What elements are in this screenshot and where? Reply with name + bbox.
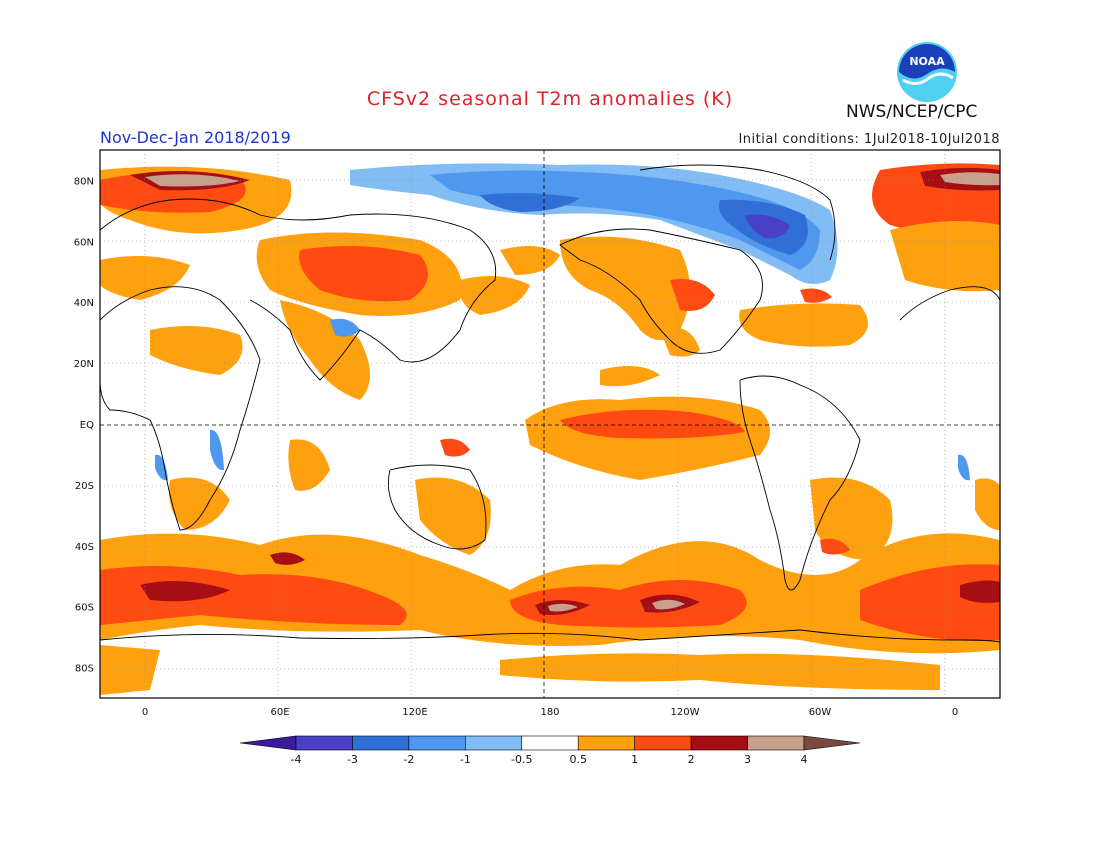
colorbar-max-arrow (803, 735, 861, 751)
lat-tick-label: 80S (75, 664, 94, 675)
lat-tick-label: 40S (75, 542, 94, 553)
noaa-logo-icon: NOAA (897, 42, 957, 102)
colorbar-label: -3 (347, 753, 358, 766)
colorbar: -4 -3 -2 -1 -0.5 0.5 1 2 3 4 (239, 735, 861, 766)
colorbar-label: 0.5 (569, 753, 587, 766)
colorbar-min-arrow (239, 735, 297, 751)
lat-tick-label: 20S (75, 481, 94, 492)
colorbar-swatch (690, 735, 748, 751)
lat-tick-label: EQ (80, 420, 94, 431)
lon-tick-label: 0 (952, 707, 958, 718)
latitude-ticks: 80N 60N 40N 20N EQ 20S 40S 60S 80S (74, 176, 94, 674)
lon-tick-label: 180 (540, 707, 559, 718)
lon-tick-label: 120E (402, 707, 427, 718)
colorbar-label: 4 (801, 753, 808, 766)
colorbar-swatch (465, 735, 523, 751)
colorbar-label: -4 (291, 753, 302, 766)
colorbar-swatch (577, 735, 635, 751)
lon-tick-label: 60E (270, 707, 289, 718)
lat-tick-label: 80N (74, 176, 94, 187)
noaa-logo-text: NOAA (909, 55, 945, 68)
season-label: Nov-Dec-Jan 2018/2019 (100, 128, 291, 147)
lon-tick-label: 0 (142, 707, 148, 718)
lon-tick-label: 120W (671, 707, 700, 718)
colorbar-label: 3 (744, 753, 751, 766)
colorbar-label: 2 (688, 753, 695, 766)
lat-tick-label: 40N (74, 298, 94, 309)
colorbar-label: 1 (631, 753, 638, 766)
grid-lines (100, 150, 1000, 698)
lat-tick-label: 20N (74, 359, 94, 370)
colorbar-swatch (408, 735, 466, 751)
initial-conditions-label: Initial conditions: 1Jul2018-10Jul2018 (738, 132, 1000, 147)
coastlines (100, 164, 1000, 643)
colorbar-swatch (352, 735, 410, 751)
colorbar-swatch (634, 735, 692, 751)
colorbar-label: -1 (460, 753, 471, 766)
colorbar-swatch (295, 735, 353, 751)
lat-tick-label: 60N (74, 237, 94, 248)
anomaly-field (100, 150, 1000, 698)
colorbar-swatch (747, 735, 805, 751)
map-frame (99, 149, 1001, 699)
colorbar-label: -0.5 (511, 753, 532, 766)
colorbar-label: -2 (403, 753, 414, 766)
map-title: CFSv2 seasonal T2m anomalies (K) (366, 88, 734, 110)
lat-tick-label: 60S (75, 603, 94, 614)
agency-label: NWS/NCEP/CPC (846, 102, 978, 122)
lon-tick-label: 60W (809, 707, 832, 718)
colorbar-swatch (521, 735, 579, 751)
longitude-ticks: 0 60E 120E 180 120W 60W 0 (142, 707, 958, 718)
